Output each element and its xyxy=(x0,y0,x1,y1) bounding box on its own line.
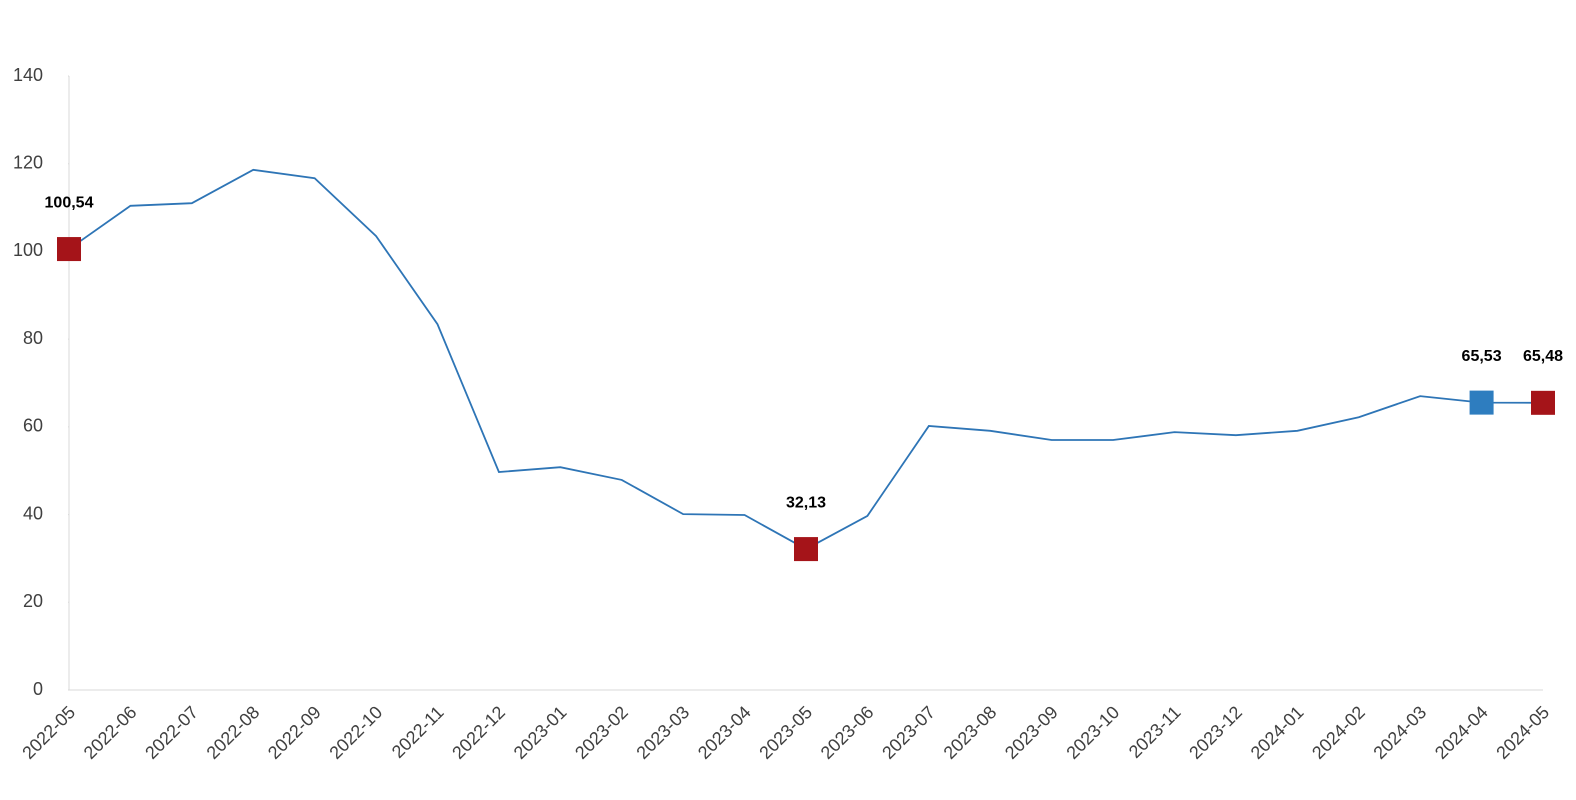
x-tick-label: 2023-11 xyxy=(1125,702,1185,762)
x-tick-label: 2023-03 xyxy=(632,702,693,763)
x-tick-label: 2022-12 xyxy=(448,702,509,763)
x-tick-label: 2022-11 xyxy=(388,702,448,762)
marker xyxy=(57,237,81,262)
y-tick-label: 140 xyxy=(13,65,43,85)
x-tick-label: 2024-04 xyxy=(1431,702,1492,763)
x-tick-label: 2023-01 xyxy=(510,702,571,763)
x-tick-label: 2024-03 xyxy=(1369,702,1430,763)
x-tick-label: 2024-02 xyxy=(1308,702,1369,763)
y-tick-label: 100 xyxy=(13,240,43,260)
x-tick-label: 2022-05 xyxy=(18,702,79,763)
value-label: 65,53 xyxy=(1462,348,1502,365)
marker xyxy=(1531,390,1555,415)
y-tick-label: 20 xyxy=(23,591,43,611)
x-tick-label: 2024-05 xyxy=(1492,702,1553,763)
y-tick-label: 80 xyxy=(23,328,43,348)
value-label: 100,54 xyxy=(45,194,94,211)
marker xyxy=(1469,390,1494,415)
x-tick-label: 2022-06 xyxy=(80,702,141,763)
x-tick-label: 2023-05 xyxy=(755,702,816,763)
x-tick-label: 2023-02 xyxy=(571,702,632,763)
x-tick-label: 2022-08 xyxy=(203,702,264,763)
y-tick-label: 120 xyxy=(13,152,43,172)
x-tick-label: 2023-06 xyxy=(817,702,878,763)
x-tick-label: 2022-07 xyxy=(141,702,202,763)
value-label: 32,13 xyxy=(786,494,826,511)
x-tick-label: 2023-04 xyxy=(694,702,755,763)
x-tick-label: 2022-09 xyxy=(264,702,325,763)
value-label: 65,48 xyxy=(1523,348,1563,365)
x-tick-label: 2022-10 xyxy=(325,702,386,763)
x-tick-label: 2023-10 xyxy=(1062,702,1123,763)
x-tick-label: 2024-01 xyxy=(1247,702,1308,763)
x-tick-label: 2023-12 xyxy=(1185,702,1246,763)
y-tick-label: 40 xyxy=(23,503,43,523)
marker xyxy=(794,537,818,562)
x-tick-label: 2023-09 xyxy=(1001,702,1062,763)
data-line xyxy=(68,168,1544,551)
y-tick-label: 60 xyxy=(23,416,43,436)
y-tick-label: 0 xyxy=(33,679,43,699)
x-tick-label: 2023-08 xyxy=(940,702,1001,763)
x-tick-label: 2023-07 xyxy=(878,702,939,763)
